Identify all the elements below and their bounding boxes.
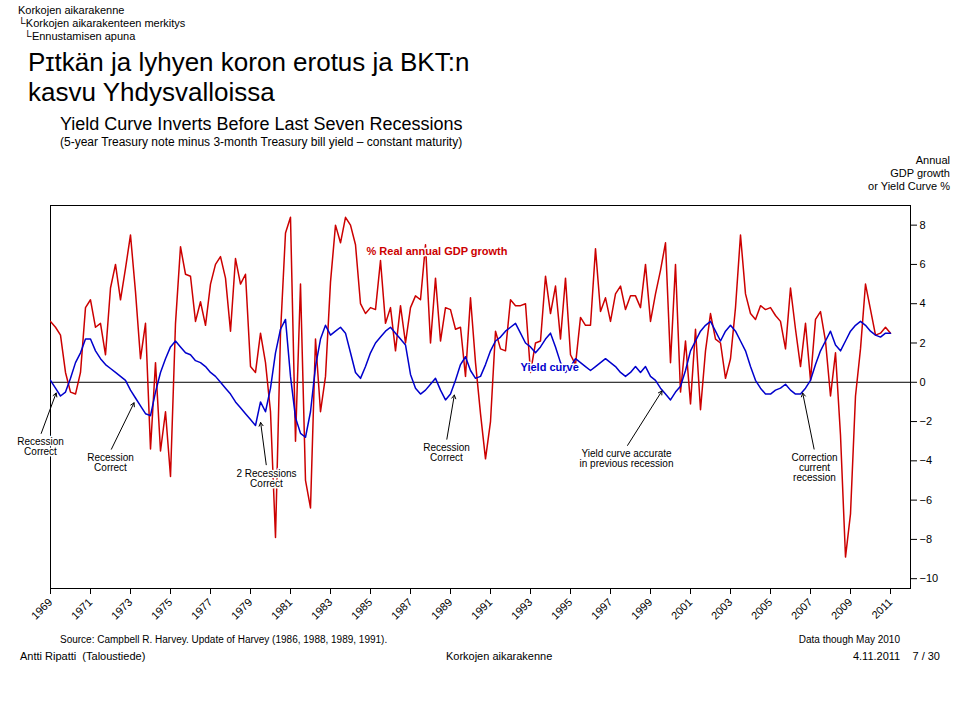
svg-text:−6: −6 <box>920 494 933 506</box>
svg-text:1987: 1987 <box>389 596 415 622</box>
svg-text:% Real annual GDP growth: % Real annual GDP growth <box>367 245 508 257</box>
svg-text:6: 6 <box>920 258 926 270</box>
html-text:Pɪtkän ja lyhyen koron erotus: Pɪtkän ja lyhyen koron erotus ja BKT:n <box>28 47 470 77</box>
html-text:└Ennustamisen apuna: └Ennustamisen apuna <box>18 30 136 42</box>
svg-text:1977: 1977 <box>189 596 215 622</box>
html-text:Yield Curve Inverts Before Las: Yield Curve Inverts Before Last Seven Re… <box>60 114 463 134</box>
svg-text:2001: 2001 <box>669 596 695 622</box>
html-text:Korkojen aikarakenne: Korkojen aikarakenne <box>445 650 553 662</box>
svg-text:8: 8 <box>920 219 926 231</box>
html-text:kasvu Yhdysvalloissa: kasvu Yhdysvalloissa <box>28 77 275 107</box>
svg-text:Yield curve: Yield curve <box>521 361 579 373</box>
svg-text:1995: 1995 <box>549 596 575 622</box>
html-text:4.11.2011 7 / 30: 4.11.2011 7 / 30 <box>852 650 940 662</box>
svg-text:RecessionCorrect: RecessionCorrect <box>423 442 470 463</box>
svg-text:2009: 2009 <box>829 596 855 622</box>
svg-text:RecessionCorrect: RecessionCorrect <box>87 452 134 473</box>
svg-text:1983: 1983 <box>309 596 335 622</box>
svg-text:−8: −8 <box>920 533 933 545</box>
svg-text:1979: 1979 <box>229 596 255 622</box>
html-text:Korkojen aikarakenne: Korkojen aikarakenne <box>18 4 125 16</box>
svg-text:Correctioncurrentrecession: Correctioncurrentrecession <box>791 452 837 483</box>
svg-text:1975: 1975 <box>149 596 175 622</box>
svg-text:2005: 2005 <box>749 596 775 622</box>
svg-text:1981: 1981 <box>269 596 295 622</box>
svg-text:2011: 2011 <box>869 596 894 621</box>
html-text:Antti Ripatti (Taloustiede): Antti Ripatti (Taloustiede) <box>20 650 146 662</box>
svg-text:Yield curve accuratein previou: Yield curve accuratein previous recessio… <box>580 448 674 469</box>
svg-text:1991: 1991 <box>469 596 495 622</box>
svg-text:0: 0 <box>920 376 926 388</box>
svg-text:4: 4 <box>920 297 926 309</box>
html-text:(5-year Treasury note minus 3-: (5-year Treasury note minus 3-month Trea… <box>60 135 463 149</box>
svg-text:RecessionCorrect: RecessionCorrect <box>17 436 64 457</box>
svg-text:−4: −4 <box>920 454 933 466</box>
svg-text:1985: 1985 <box>349 596 375 622</box>
svg-text:2 RecessionsCorrect: 2 RecessionsCorrect <box>236 468 296 489</box>
svg-text:2: 2 <box>920 337 926 349</box>
svg-text:1999: 1999 <box>629 596 655 622</box>
svg-text:1993: 1993 <box>509 596 535 622</box>
svg-text:1997: 1997 <box>589 596 615 622</box>
svg-text:−10: −10 <box>920 572 939 584</box>
svg-text:2007: 2007 <box>789 596 815 622</box>
html-text:Annual GDP growth or Yield Cur: Annual GDP growth or Yield Curve % <box>868 154 950 192</box>
svg-text:1973: 1973 <box>109 596 135 622</box>
svg-text:2003: 2003 <box>709 596 735 622</box>
svg-text:1969: 1969 <box>29 596 55 622</box>
svg-text:−2: −2 <box>920 415 933 427</box>
svg-text:1971: 1971 <box>69 596 95 622</box>
html-text:Source: Campbell R. Harvey. Up: Source: Campbell R. Harvey. Update of Ha… <box>60 634 388 645</box>
svg-text:1989: 1989 <box>429 596 455 622</box>
html-text:Data though May 2010: Data though May 2010 <box>798 634 900 645</box>
html-text:└Korkojen aikarakenteen merkit: └Korkojen aikarakenteen merkitys <box>18 17 186 29</box>
